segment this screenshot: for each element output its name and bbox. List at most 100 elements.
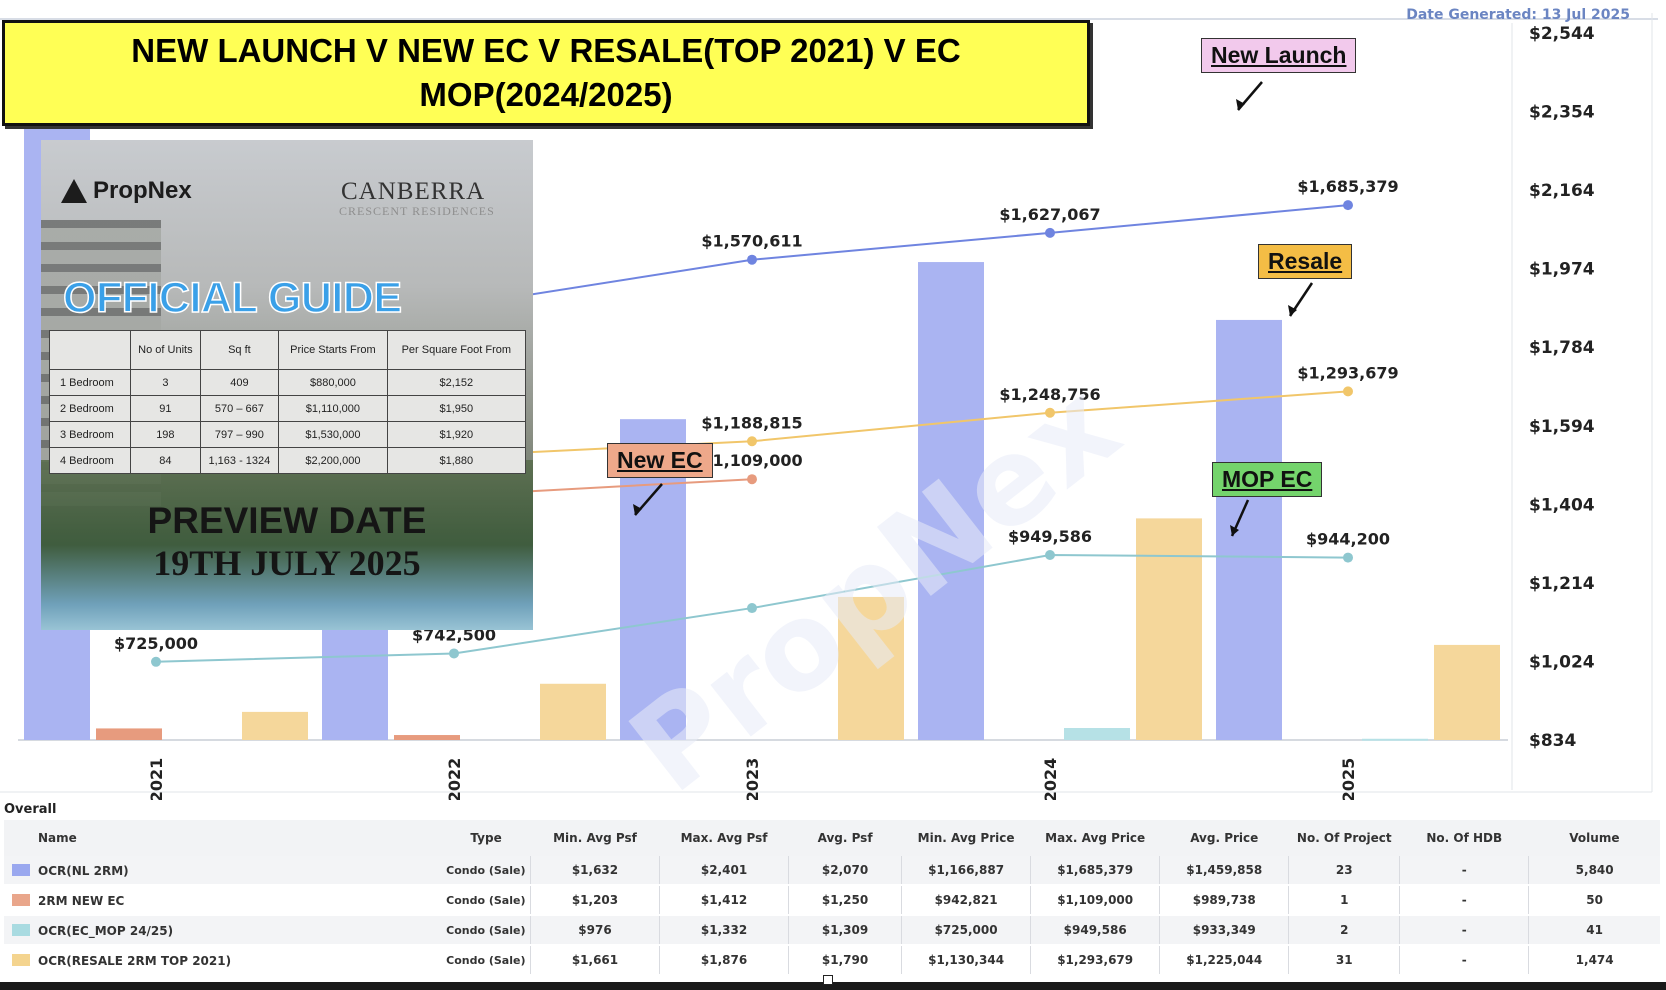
summary-cell: 2 [1288,915,1400,946]
summary-row[interactable]: 2RM NEW EC Condo (Sale) $1,203 $1,412 $1,250… [4,885,1660,916]
summary-cell: $1,166,887 [901,856,1031,886]
summary-header[interactable]: Volume [1528,820,1660,856]
y-tick-label: $2,164 [1529,181,1595,201]
ad-table-header: No of Units [130,330,201,370]
callout-resale: Resale [1258,244,1353,279]
summary-cell: 23 [1288,856,1400,886]
legend-swatch [12,953,30,966]
bar-resale [1434,644,1500,740]
bar-mop-ec [1362,738,1428,741]
ad-brand: CANBERRA [341,178,486,205]
x-tick-label: 2024 [1041,758,1060,800]
data-label: $1,293,679 [1297,363,1398,382]
bar-resale [838,596,904,740]
callout-arrow-head [1236,99,1245,110]
data-label: $1,685,379 [1297,177,1398,196]
ad-table-cell: 797 – 990 [199,421,280,448]
legend-swatch [12,893,30,906]
ad-table-cell: $880,000 [278,369,388,396]
summary-row[interactable]: OCR(NL 2RM) Condo (Sale) $1,632 $2,401 $2,07… [4,856,1660,886]
ad-table-cell: $2,200,000 [278,447,388,474]
point-resale [1343,386,1353,397]
ad-table-cell: 84 [130,447,201,474]
summary-name-cell: OCR(NL 2RM) [4,856,442,886]
resize-handle[interactable] [823,975,833,985]
summary-row[interactable]: OCR(RESALE 2RM TOP 2021) Condo (Sale) $1,6… [4,945,1660,976]
ad-table-cell: 1 Bedroom [48,369,132,396]
summary-cell: $2,401 [659,856,789,886]
bar-new-launch [1216,319,1282,740]
summary-cell: - [1399,945,1529,976]
bar-resale [1136,518,1202,740]
propnex-logo: PropNex [61,177,192,205]
summary-cell: $933,349 [1159,915,1289,946]
point-new-ec [747,474,757,485]
data-label: $725,000 [114,634,198,653]
summary-header[interactable]: Max. Avg Price [1030,820,1160,856]
ad-table-cell: $2,152 [386,369,527,396]
summary-cell: $1,459,858 [1159,856,1289,886]
summary-cell: $942,821 [901,885,1031,916]
ad-table-cell: 198 [130,421,201,448]
series-name: OCR(RESALE 2RM TOP 2021) [38,953,232,968]
summary-cell: 41 [1528,915,1660,946]
series-name: 2RM NEW EC [38,893,125,908]
data-label: $1,188,815 [701,413,802,432]
chart-title: NEW LAUNCH V NEW EC V RESALE(TOP 2021) V… [131,32,961,113]
summary-cell: $989,738 [1159,885,1289,916]
summary-row[interactable]: OCR(EC_MOP 24/25) Condo (Sale) $976 $1,332 $… [4,915,1660,946]
x-tick-label: 2022 [445,758,464,800]
callout-arrow-head [1288,305,1297,316]
data-label: $1,627,067 [999,205,1100,224]
y-tick-label: $2,354 [1529,103,1595,123]
window-bottom-bar [0,982,1666,990]
summary-cell: - [1399,915,1529,946]
summary-name-cell: 2RM NEW EC [4,885,442,916]
summary-header[interactable]: Max. Avg Psf [659,820,789,856]
callout-new-launch: New Launch [1201,38,1357,73]
summary-header[interactable]: Avg. Price [1159,820,1289,856]
ad-brand-sub: CRESCENT RESIDENCES [339,204,495,218]
summary-cell: $725,000 [901,915,1031,946]
callout-new-ec: New EC [607,443,713,478]
summary-cell: $949,586 [1030,915,1160,946]
summary-header[interactable]: No. Of Project [1288,820,1400,856]
summary-cell: $1,876 [659,945,789,976]
point-new-launch [1045,227,1055,238]
summary-cell: $1,412 [659,885,789,916]
callout-arrow-head [633,504,642,515]
data-label: $1,109,000 [701,451,802,470]
point-new-launch [747,254,757,265]
summary-cell: $1,250 [788,885,902,916]
point-resale [1045,407,1055,418]
data-label: $742,500 [412,625,496,644]
ad-table-cell: 1,163 - 1324 [199,447,280,474]
ad-table-cell: 3 Bedroom [48,421,132,448]
summary-header[interactable]: Min. Avg Psf [530,820,660,856]
summary-header[interactable]: Type [441,820,531,856]
summary-header[interactable]: Min. Avg Price [901,820,1031,856]
canberra-ad-image: PropNex CANBERRA CRESCENT RESIDENCES OFF… [41,140,533,630]
bar-mop-ec [1064,728,1130,740]
summary-header[interactable]: No. Of HDB [1399,820,1529,856]
ad-table-cell: 3 [130,369,201,396]
summary-cell: 31 [1288,945,1400,976]
ad-table-cell: 409 [199,369,280,396]
point-new-launch [1343,200,1353,211]
summary-cell: $1,632 [529,856,660,886]
x-tick-label: 2023 [743,758,762,800]
bar-new-launch [918,262,984,740]
summary-label: Overall [4,802,57,817]
ad-table-header: Sq ft [199,330,280,370]
ad-preview-date: 19TH JULY 2025 [153,543,421,583]
data-label: $944,200 [1306,530,1390,549]
data-label: $949,586 [1008,527,1092,546]
y-tick-label: $2,544 [1529,24,1595,44]
summary-cell: Condo (Sale) [441,856,531,886]
point-mop-ec [1045,550,1055,561]
ad-table-cell: $1,110,000 [278,395,388,422]
y-tick-label: $834 [1529,731,1576,751]
summary-cell: Condo (Sale) [441,915,531,946]
summary-header[interactable]: Avg. Psf [788,820,902,856]
summary-header[interactable]: Name [4,820,442,856]
